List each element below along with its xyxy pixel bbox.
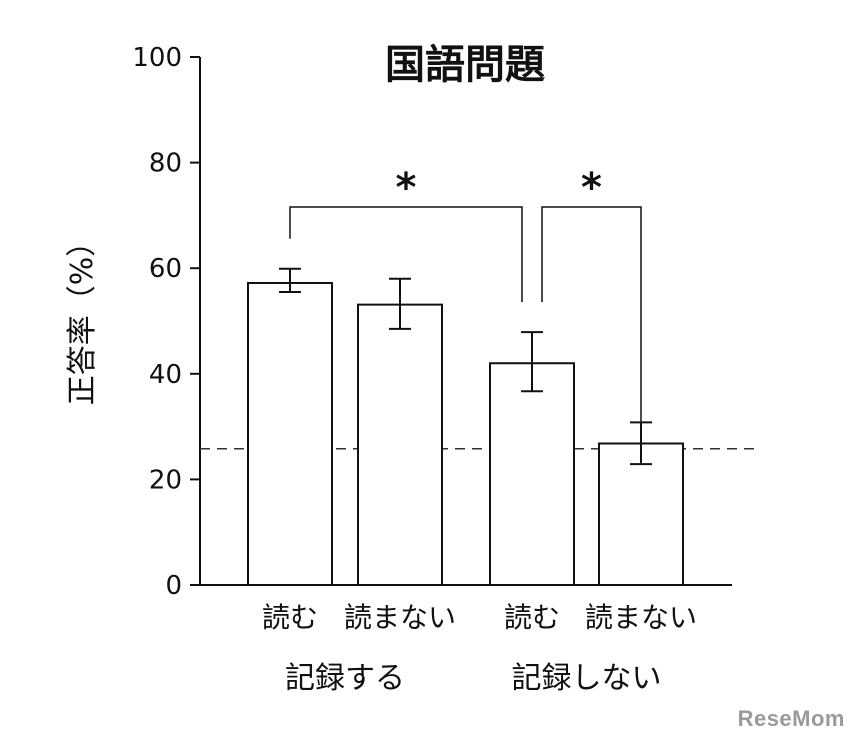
bars: [247, 281, 684, 586]
y-axis-label: 正答率（%）: [65, 227, 100, 406]
x-group-label: 記録しない: [512, 661, 662, 696]
significance-brackets: * *: [289, 165, 642, 443]
bar: [247, 281, 333, 586]
bar: [357, 303, 443, 586]
x-tick-label: 読まない: [344, 601, 456, 634]
watermark-logo: ReseMom: [737, 706, 845, 731]
x-tick-label: 読む: [262, 601, 318, 634]
y-tick-label: 100: [132, 43, 182, 73]
significance-star: *: [581, 165, 602, 211]
y-tick-label: 60: [149, 254, 182, 284]
y-tick-label: 40: [149, 360, 182, 390]
y-tick-label: 80: [149, 149, 182, 179]
error-bars: [279, 267, 652, 466]
y-tick-label: 20: [149, 465, 182, 495]
x-tick-label: 読む: [504, 601, 560, 634]
x-tick-label: 読まない: [585, 601, 697, 634]
significance-bracket: [289, 206, 523, 303]
significance-bracket: [541, 206, 642, 443]
chart-title: 国語問題: [385, 42, 545, 88]
x-group-label: 記録する: [285, 661, 405, 696]
significance-star: *: [396, 165, 417, 211]
bar: [598, 442, 684, 586]
y-tick-label: 0: [165, 571, 182, 601]
bar: [489, 362, 575, 586]
